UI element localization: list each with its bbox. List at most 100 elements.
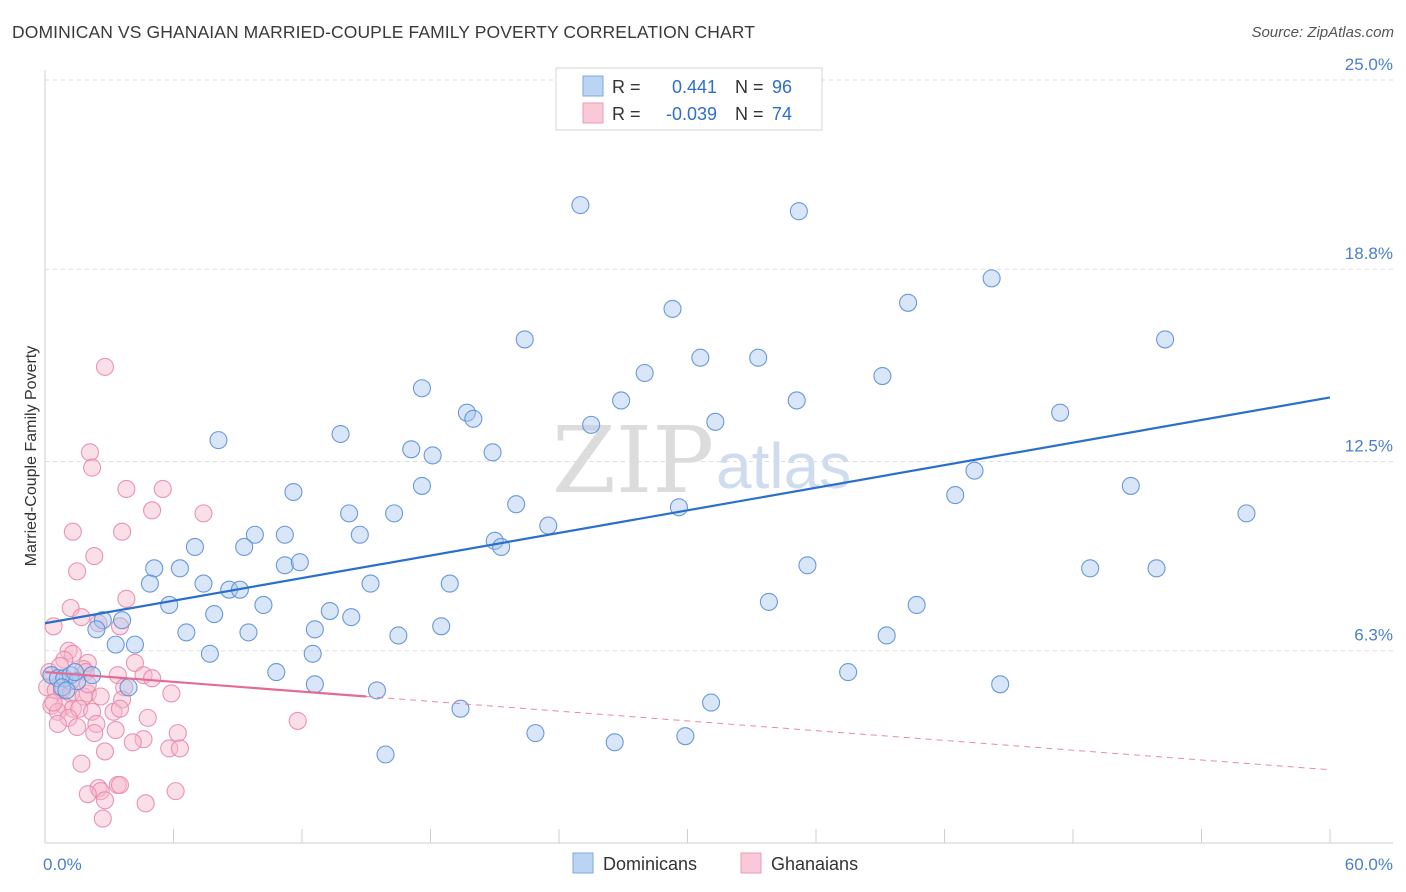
ghanaians-point — [117, 479, 136, 499]
ghanaians-point — [80, 443, 100, 462]
dominicans-point — [1147, 559, 1166, 578]
dominicans-point — [342, 608, 361, 627]
dominicans-point — [65, 663, 85, 682]
ghanaians-point — [166, 782, 185, 801]
ghanaians-point — [194, 504, 213, 523]
dominicans-point — [361, 574, 380, 593]
dominicans-point — [899, 293, 918, 312]
dominicans-point — [290, 553, 309, 572]
dominicans-point — [145, 559, 164, 578]
ghanaians-point — [162, 684, 181, 703]
ghanaians-point — [95, 791, 115, 810]
ghanaians-point — [143, 669, 162, 688]
ghanaians-point — [136, 794, 155, 813]
x-tick-label-min: 0.0% — [43, 855, 82, 874]
x-tick-label-max: 60.0% — [1345, 855, 1393, 874]
dominicans-point — [87, 620, 106, 639]
ghanaians-point — [113, 522, 132, 541]
dominicans-point — [185, 537, 204, 557]
dominicans-point — [235, 537, 254, 557]
dominicans-point — [194, 574, 213, 593]
dominicans-point — [239, 623, 258, 642]
dominicans-point — [200, 644, 219, 663]
chart-title: DOMINICAN VS GHANAIAN MARRIED-COUPLE FAM… — [12, 22, 756, 42]
dominicans-point — [205, 605, 224, 624]
dominicans-point — [1121, 476, 1140, 495]
ghanaians-point — [110, 699, 130, 718]
ghanaians-point — [160, 739, 179, 758]
dominicans-point — [612, 391, 631, 410]
dominicans-point — [982, 269, 1001, 288]
dominicans-point — [160, 595, 179, 614]
watermark-atlas: atlas — [716, 430, 851, 502]
dominicans-point — [582, 415, 601, 434]
dominicans-point — [691, 348, 710, 367]
dominicans-point — [275, 525, 294, 544]
ghanaians-point — [72, 754, 91, 773]
ghanaians-trend-line — [44, 670, 367, 698]
ghanaians-point — [91, 687, 110, 706]
dominicans-point — [759, 592, 778, 611]
dominicans-point — [106, 635, 125, 654]
ghanaians-point — [63, 522, 82, 541]
ghanaians-point — [106, 721, 125, 740]
dominicans-point — [798, 556, 817, 575]
bottom-legend-swatch-dominicans — [572, 852, 594, 874]
dominicans-point — [526, 724, 545, 743]
ghanaians-point — [153, 479, 172, 499]
dominicans-point — [267, 663, 286, 682]
bottom-legend-swatch-ghanaians — [740, 852, 762, 874]
dominicans-point — [1081, 559, 1100, 578]
dominicans-point — [483, 443, 502, 462]
dominicans-points — [42, 196, 1256, 764]
ghanaians-points — [38, 357, 307, 828]
dominicans-point — [125, 635, 144, 654]
ghanaians-point — [288, 711, 307, 730]
legend-n-value-2: 74 — [772, 104, 792, 124]
legend-swatch-ghanaians — [582, 102, 604, 124]
dominicans-point — [539, 516, 558, 535]
dominicans-point — [389, 626, 408, 645]
dominicans-point — [412, 379, 431, 398]
ghanaians-point — [138, 708, 157, 727]
dominicans-point — [440, 574, 459, 593]
legend-swatch-dominicans — [582, 75, 604, 97]
dominicans-point — [635, 363, 654, 383]
legend-n-label-2: N = — [735, 104, 764, 124]
legend-r-label-1: R = — [612, 77, 641, 97]
legend-n-value-1: 96 — [772, 77, 792, 97]
dominicans-point — [245, 525, 264, 544]
dominicans-point — [284, 482, 303, 502]
dominicans-point — [385, 504, 404, 523]
ghanaians-trend-line-extension — [366, 696, 1331, 771]
dominicans-point — [965, 461, 984, 480]
ghanaians-point — [95, 742, 115, 761]
dominicans-point — [706, 412, 725, 431]
dominicans-point — [873, 366, 892, 386]
bottom-legend-label-ghanaians: Ghanaians — [771, 854, 858, 874]
dominicans-point — [605, 733, 624, 752]
legend-r-label-2: R = — [612, 104, 641, 124]
dominicans-point — [305, 675, 324, 694]
legend-r-value-2: -0.039 — [666, 104, 717, 124]
y-tick-labels: 6.3% 12.5% 18.8% 25.0% — [1345, 55, 1393, 645]
ghanaians-point — [125, 653, 144, 672]
dominicans-point — [367, 681, 387, 700]
dominicans-point — [571, 196, 590, 215]
dominicans-point — [1156, 330, 1175, 349]
watermark: ZIP atlas — [552, 407, 851, 514]
ghanaians-point — [44, 693, 63, 712]
dominicans-point — [254, 595, 273, 614]
dominicans-point — [305, 620, 324, 639]
bottom-legend-label-dominicans: Dominicans — [603, 854, 697, 874]
trend-lines — [44, 396, 1331, 771]
dominicans-point — [702, 693, 721, 712]
dominicans-point — [320, 601, 339, 621]
dominicans-point — [376, 745, 395, 764]
dominicans-point — [1237, 504, 1256, 523]
dominicans-point — [93, 611, 112, 630]
dominicans-point — [113, 611, 132, 630]
ghanaians-point — [143, 501, 162, 520]
dominicans-point — [275, 556, 294, 575]
